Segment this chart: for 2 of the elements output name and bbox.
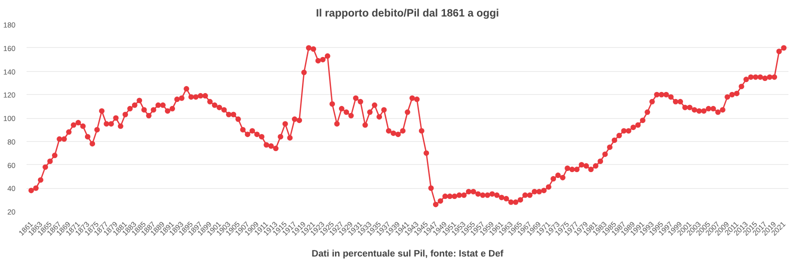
text: Dati in percentuale sul Pil, fonte: Istat e Def	[312, 248, 504, 258]
chart-title: Il rapporto debito/Pil dal 1861 a oggi	[316, 8, 500, 20]
